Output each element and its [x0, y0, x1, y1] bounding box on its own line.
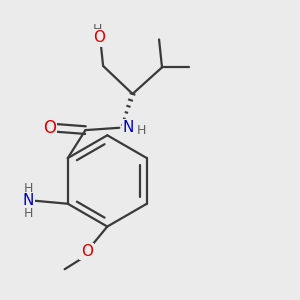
- Text: H: H: [92, 23, 102, 36]
- Text: H: H: [23, 182, 33, 195]
- Text: O: O: [93, 31, 105, 46]
- Text: O: O: [81, 244, 93, 259]
- Text: H: H: [23, 207, 33, 220]
- Text: O: O: [43, 119, 56, 137]
- Text: N: N: [22, 193, 34, 208]
- Text: N: N: [123, 120, 134, 135]
- Text: H: H: [137, 124, 146, 136]
